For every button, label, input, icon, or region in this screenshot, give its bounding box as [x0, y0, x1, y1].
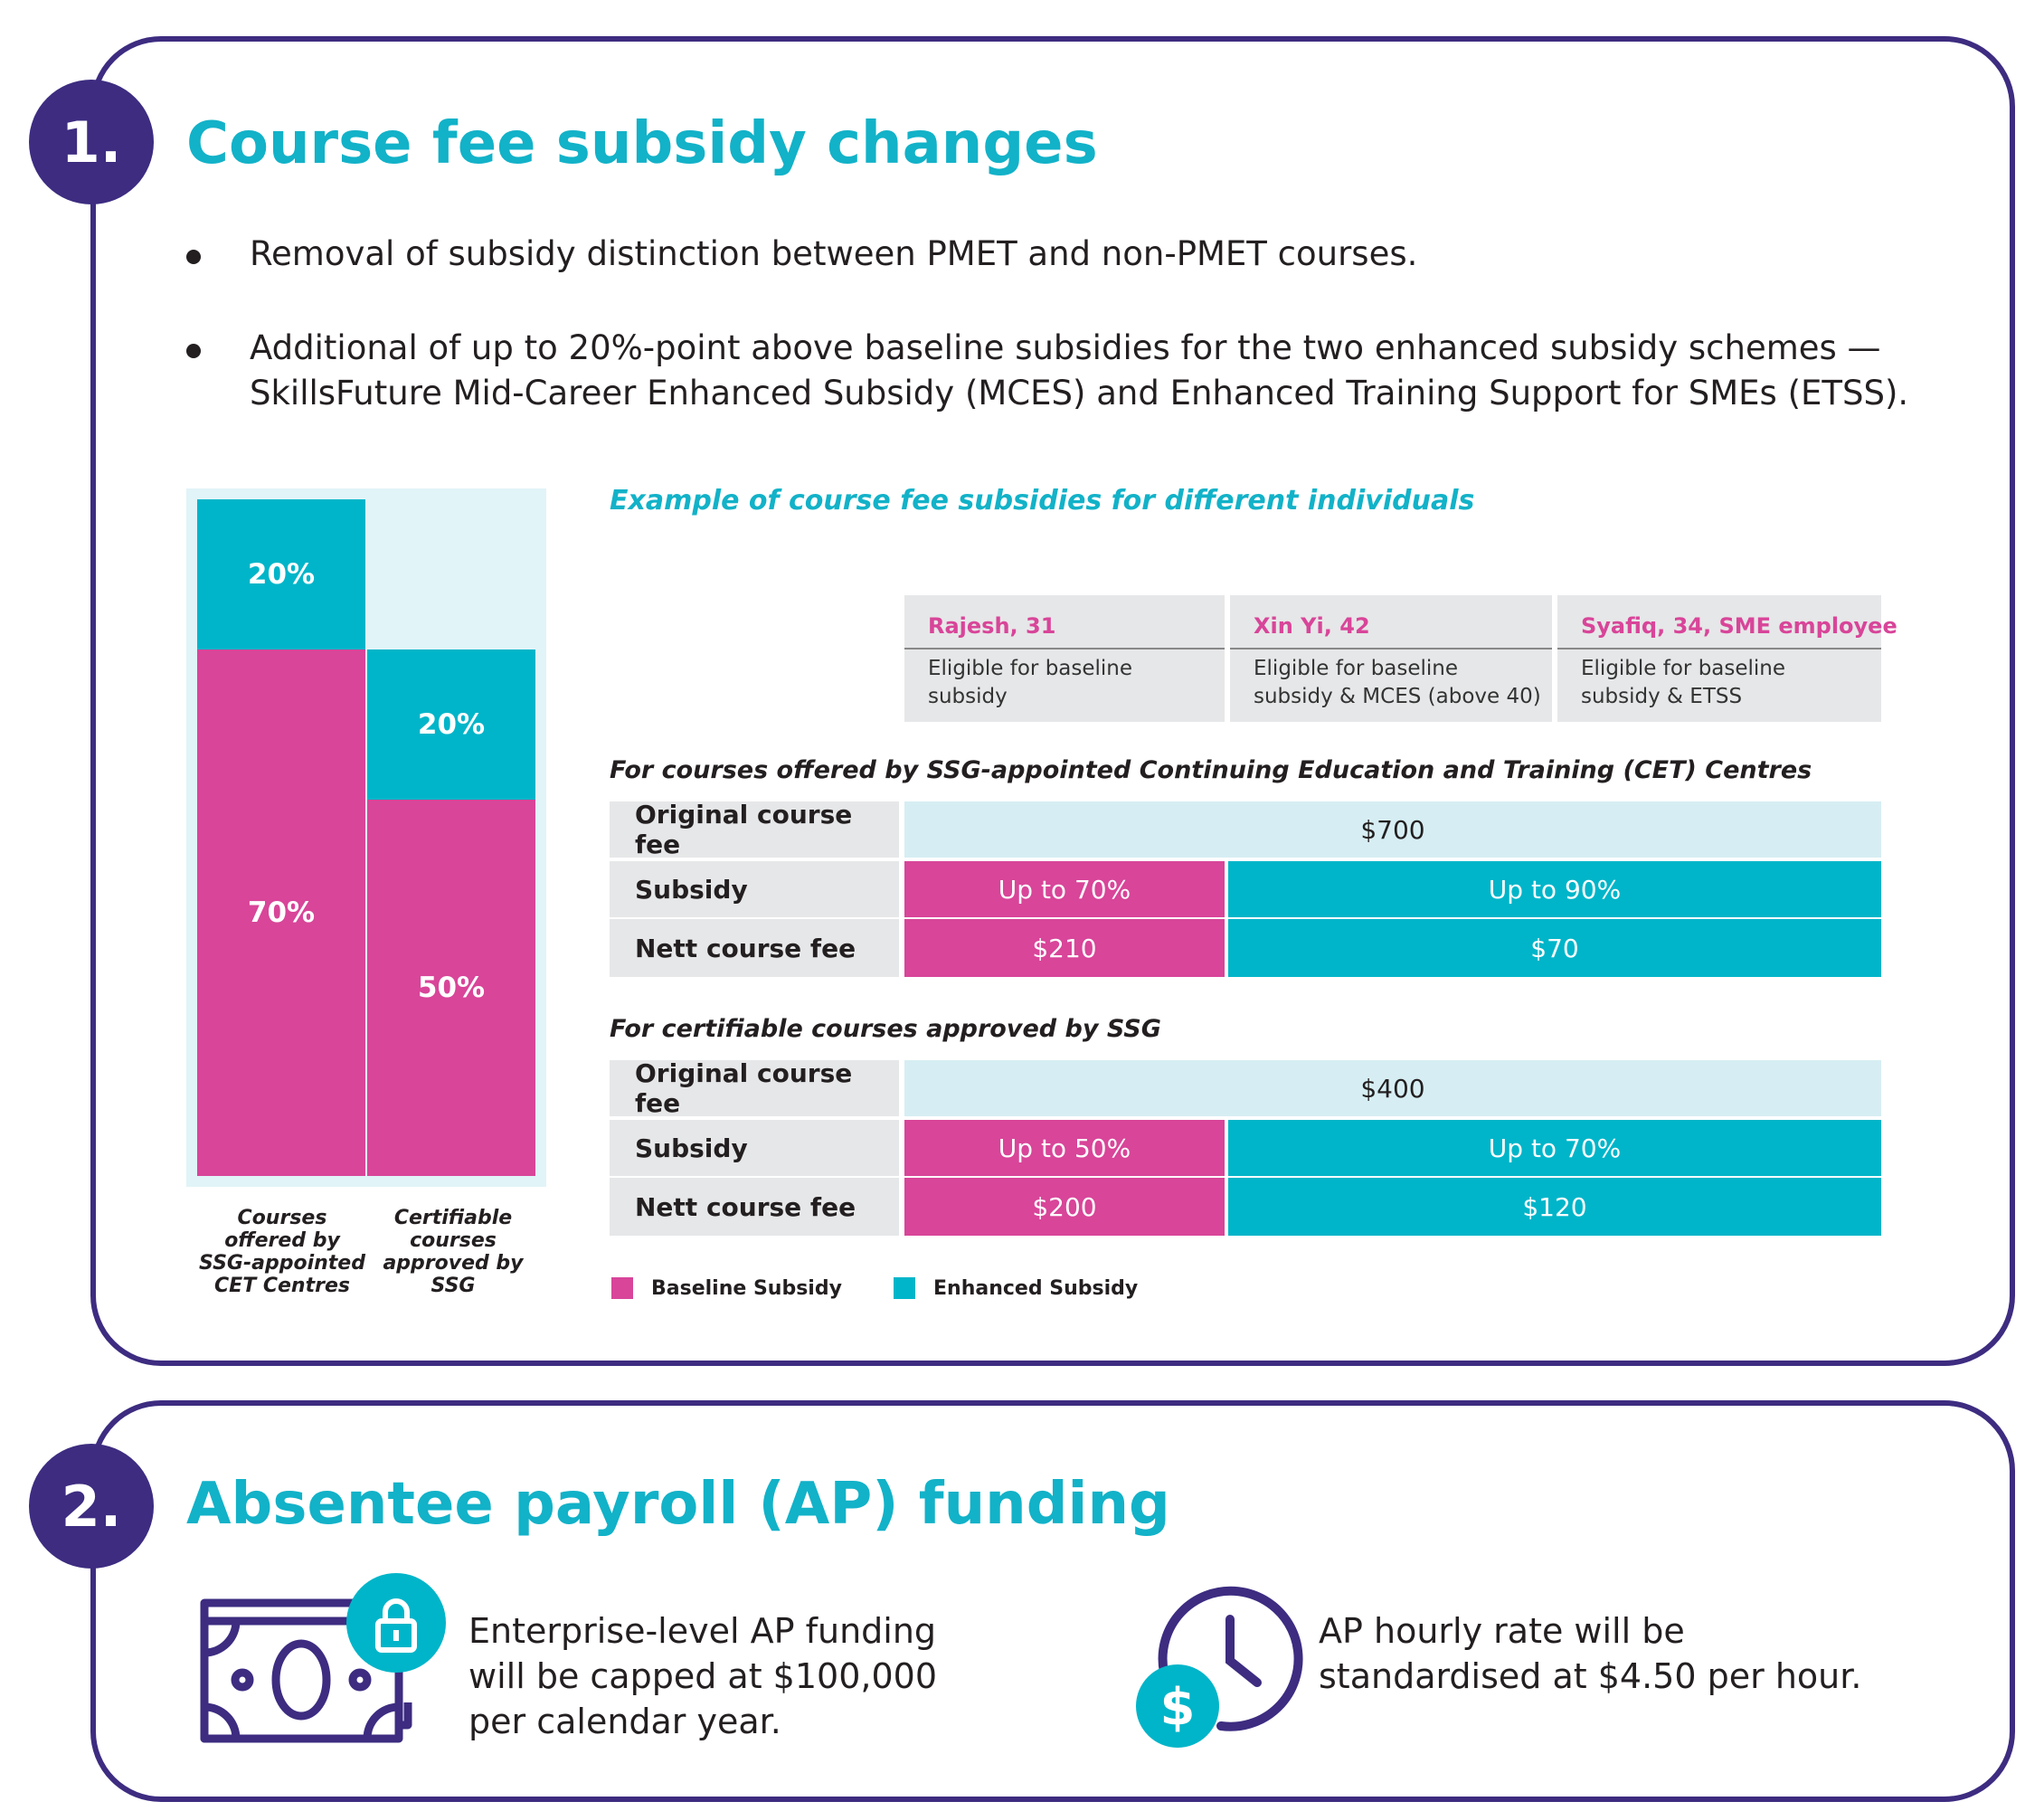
ap-cap-text: Enterprise-level AP funding will be capp…	[468, 1608, 937, 1744]
cell-subsidy-baseline: Up to 50%	[904, 1120, 1225, 1176]
person-eligibility: Eligible for baseline subsidy & MCES (ab…	[1254, 655, 1541, 711]
eligibility-line: Eligible for baseline	[1254, 657, 1459, 680]
eligibility-line: Eligible for baseline	[1581, 657, 1786, 680]
divider	[904, 648, 1225, 649]
bar-segment-certifiable-baseline: 50%	[367, 800, 535, 1176]
eligibility-line: subsidy & MCES (above 40)	[1254, 685, 1541, 708]
bullet-text: Additional of up to 20%-point above base…	[250, 326, 1908, 416]
category-line: SSG-appointed	[199, 1252, 365, 1275]
person-card-syafiq: Syafiq, 34, SME employee Eligible for ba…	[1557, 595, 1897, 722]
ap-text-line: standardised at $4.50 per hour.	[1319, 1656, 1862, 1696]
section-number-badge: 2.	[29, 1444, 154, 1569]
divider	[1557, 648, 1881, 649]
row-label-subsidy: Subsidy	[610, 1120, 899, 1176]
clock-dollar-icon: $	[1136, 1586, 1303, 1748]
divider	[1230, 648, 1552, 649]
ap-text-line: will be capped at $100,000	[468, 1656, 937, 1696]
bullet-item: Additional of up to 20%-point above base…	[186, 326, 1977, 416]
bullet-dot-icon	[186, 250, 201, 264]
eligibility-line: subsidy & ETSS	[1581, 685, 1743, 708]
cell-subsidy-enhanced: Up to 70%	[1228, 1120, 1881, 1176]
chart-category-label: Courses offered by SSG-appointed CET Cen…	[192, 1207, 373, 1297]
section-number-badge: 1.	[29, 80, 154, 204]
eligibility-line: subsidy	[928, 685, 1008, 708]
section-title: Absentee payroll (AP) funding	[186, 1471, 1170, 1538]
ap-rate-text: AP hourly rate will be standardised at $…	[1319, 1608, 1861, 1699]
row-label-nett-fee: Nett course fee	[610, 1178, 899, 1236]
section-title: Course fee subsidy changes	[186, 110, 1098, 177]
legend-label-baseline: Baseline Subsidy	[651, 1277, 842, 1300]
person-name: Syafiq, 34, SME employee	[1581, 613, 1897, 639]
row-label-nett-fee: Nett course fee	[610, 919, 899, 977]
category-line: courses	[410, 1229, 497, 1252]
cell-nett-baseline: $200	[904, 1178, 1225, 1236]
category-line: Certifiable	[393, 1207, 513, 1229]
person-name: Rajesh, 31	[928, 613, 1056, 639]
category-line: offered by	[224, 1229, 340, 1252]
stacked-subsidy-chart: 70% 20% 50% 20%	[186, 488, 546, 1187]
person-card-xinyi: Xin Yi, 42 Eligible for baseline subsidy…	[1230, 595, 1552, 722]
chart-category-label: Certifiable courses approved by SSG	[376, 1207, 530, 1297]
cell-nett-enhanced: $70	[1228, 919, 1881, 977]
dollar-icon: $	[1160, 1678, 1196, 1737]
legend-swatch-enhanced	[894, 1277, 915, 1299]
category-line: SSG	[431, 1275, 476, 1297]
cell-nett-enhanced: $120	[1228, 1178, 1881, 1236]
table-caption-certifiable: For certifiable courses approved by SSG	[610, 1015, 1161, 1043]
person-eligibility: Eligible for baseline subsidy	[928, 655, 1132, 711]
bullet-dot-icon	[186, 344, 201, 358]
category-line: Courses	[237, 1207, 327, 1229]
ap-text-line: per calendar year.	[468, 1702, 781, 1741]
category-line: approved by	[383, 1252, 524, 1275]
table-caption-cet: For courses offered by SSG-appointed Con…	[610, 756, 1812, 784]
cell-nett-baseline: $210	[904, 919, 1225, 977]
legend-label-enhanced: Enhanced Subsidy	[933, 1277, 1139, 1300]
cell-subsidy-baseline: Up to 70%	[904, 861, 1225, 917]
row-label-original-fee: Original course fee	[610, 1058, 899, 1118]
row-label-original-fee: Original course fee	[610, 800, 899, 859]
legend-swatch-baseline	[611, 1277, 633, 1299]
eligibility-line: Eligible for baseline	[928, 657, 1133, 680]
bar-segment-cet-enhanced: 20%	[197, 499, 365, 650]
bullet-item: Removal of subsidy distinction between P…	[186, 232, 1905, 277]
bullet-text-line: SkillsFuture Mid-Career Enhanced Subsidy…	[250, 374, 1909, 412]
bullet-text: Removal of subsidy distinction between P…	[250, 234, 1418, 273]
bar-segment-cet-baseline: 70%	[197, 649, 365, 1176]
ap-text-line: Enterprise-level AP funding	[468, 1611, 937, 1651]
person-name: Xin Yi, 42	[1254, 613, 1370, 639]
cell-subsidy-enhanced: Up to 90%	[1228, 861, 1881, 917]
person-eligibility: Eligible for baseline subsidy & ETSS	[1581, 655, 1785, 711]
cell-original-fee: $700	[904, 801, 1881, 858]
bullet-text-line: Additional of up to 20%-point above base…	[250, 328, 1881, 367]
person-card-rajesh: Rajesh, 31 Eligible for baseline subsidy	[904, 595, 1225, 722]
bar-segment-certifiable-enhanced: 20%	[367, 649, 535, 801]
category-line: CET Centres	[214, 1275, 350, 1297]
cash-lock-icon	[200, 1573, 446, 1743]
row-label-subsidy: Subsidy	[610, 861, 899, 917]
ap-text-line: AP hourly rate will be	[1319, 1611, 1685, 1651]
cell-original-fee: $400	[904, 1060, 1881, 1116]
example-title: Example of course fee subsidies for diff…	[610, 485, 1475, 517]
